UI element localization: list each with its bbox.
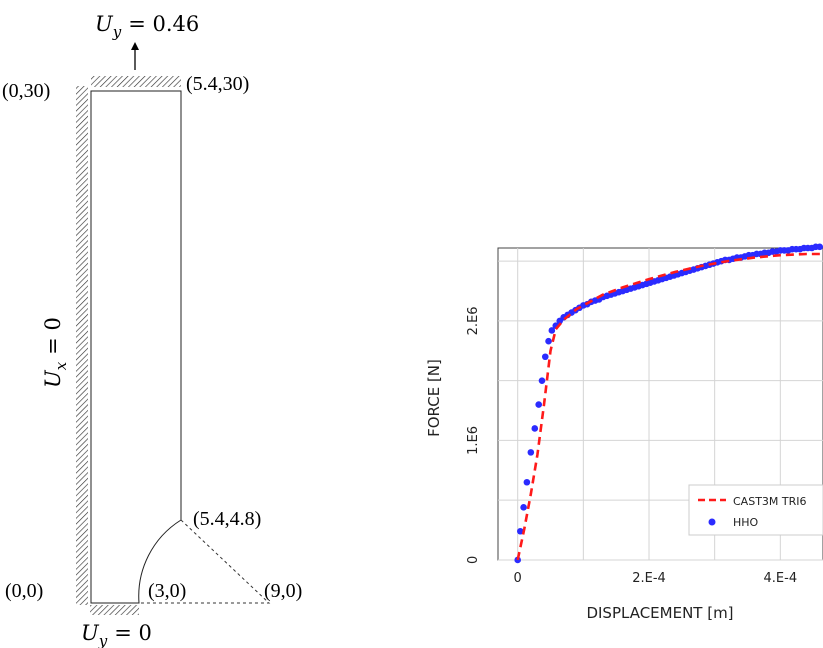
hho-point [545,337,552,345]
hho-point [523,478,531,486]
y-tick-label-2: 2.E6 [466,306,481,335]
legend-label-cast3m: CAST3M TRI6 [733,495,807,508]
hho-point [538,377,546,384]
force-displacement-chart: 0 2.E-4 4.E-4 0 1.E6 2.E6 DISPLACEMENT [m] F… [425,243,823,622]
bc-top-label: Uy = 0.46 [95,12,199,41]
bc-bottom-label: Uy = 0 [81,621,152,648]
geometry-diagram: Uy = 0.46 Ux= 0 Uy = 0 (0,30) (5.4,30) (5.… [2,12,302,648]
bottom-support-hatch [90,605,139,615]
legend: CAST3M TRI6 HHO [688,484,823,536]
legend-swatch-hho [708,518,716,526]
dashed-construction-line [139,519,271,604]
x-tick-labels: 0 2.E-4 4.E-4 [514,571,798,586]
y-tick-label-1: 1.E6 [466,426,481,455]
point-label-bottom-right: (9,0) [264,580,302,602]
left-support-hatch [76,86,88,605]
hho-point [517,527,524,535]
hho-point [535,401,543,408]
load-arrow-head [131,42,139,50]
x-tick-label-1: 2.E-4 [632,571,666,586]
point-label-top-right: (5.4,30) [186,73,249,95]
x-tick-label-0: 0 [514,571,522,586]
y-tick-labels: 0 1.E6 2.E6 [466,306,481,564]
hho-point [548,327,556,334]
legend-box [688,484,823,536]
cast3m-line-path [516,252,823,561]
legend-label-hho: HHO [733,516,759,529]
point-label-mid-right: (5.4,4.8) [193,508,261,530]
hho-point [541,353,549,361]
y-tick-label-0: 0 [466,556,481,564]
hho-point [527,449,535,456]
hho-point [531,425,539,432]
top-load-hatch [91,76,181,87]
point-label-bottom-mid: (3,0) [148,580,186,602]
hho-point [520,504,527,511]
x-tick-label-2: 4.E-4 [764,571,798,586]
series-cast3m-line [516,252,823,561]
point-label-bottom-left: (0,0) [5,580,43,602]
x-axis-label: DISPLACEMENT [m] [586,604,733,622]
y-axis-label: FORCE [N] [425,359,443,437]
point-label-top-left: (0,30) [2,80,50,102]
specimen-outline [90,90,182,604]
hho-point [816,243,823,251]
bc-left-label: Ux= 0 [41,317,70,388]
